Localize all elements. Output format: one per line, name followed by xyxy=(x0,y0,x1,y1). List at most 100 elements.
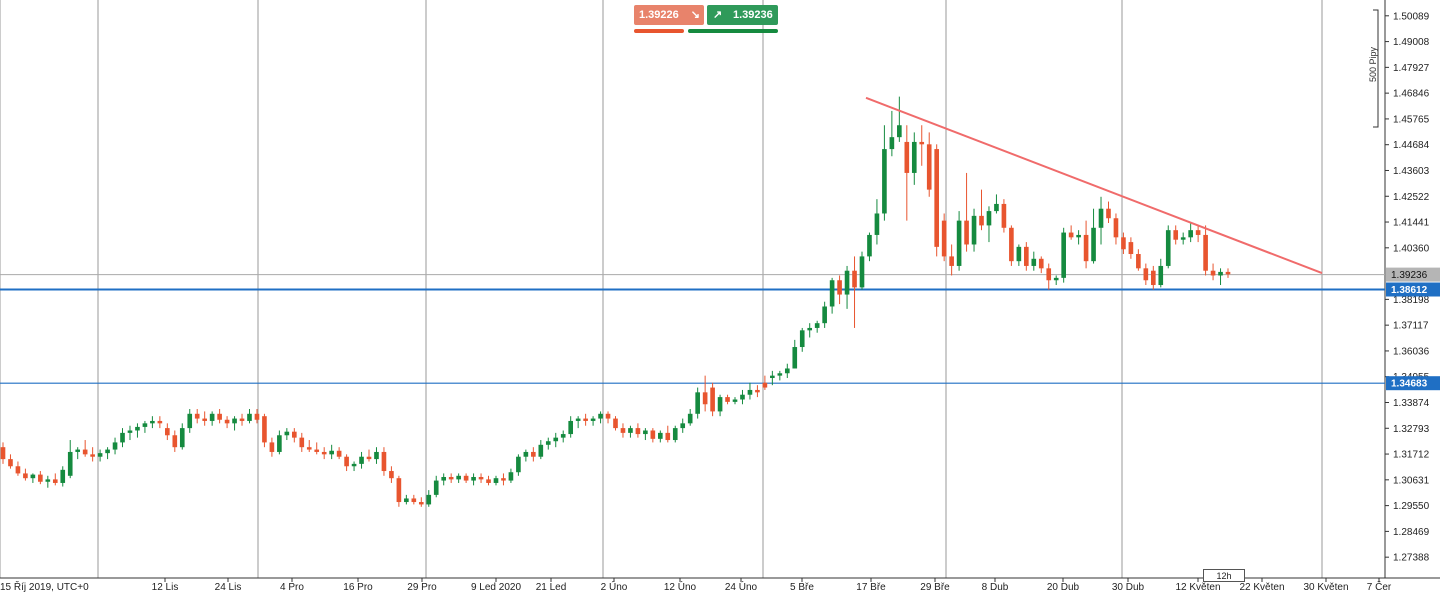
sell-volume-bar xyxy=(634,29,684,33)
candle-body xyxy=(456,475,461,480)
candle-body xyxy=(687,413,693,424)
candle-body xyxy=(605,413,611,419)
candle-body xyxy=(45,479,51,482)
candle-body xyxy=(807,327,813,331)
candle-body xyxy=(172,435,178,448)
candle-body xyxy=(777,373,783,376)
candle-body xyxy=(911,141,917,173)
candle-body xyxy=(194,413,200,419)
current-price-label: 1.39236 xyxy=(1391,270,1428,281)
timeframe-indicator[interactable]: 12h xyxy=(1203,569,1245,582)
candle-body xyxy=(1091,227,1096,262)
current-price-tag xyxy=(1386,267,1440,282)
candle-body xyxy=(635,428,641,435)
candle-body xyxy=(471,476,476,481)
candle-body xyxy=(209,413,215,421)
candle-body xyxy=(889,137,895,150)
candle-body xyxy=(964,220,969,245)
candle-body xyxy=(1106,208,1111,219)
candle-body xyxy=(1046,268,1052,281)
candle-body xyxy=(986,211,992,226)
candle-body xyxy=(919,141,925,145)
x-tick-label: 12 Úno xyxy=(664,580,697,593)
candle-body xyxy=(650,430,656,439)
x-tick-label: 20 Dub xyxy=(1047,582,1080,593)
candle-body xyxy=(90,454,95,457)
x-tick-label: 24 Lis xyxy=(215,582,242,593)
x-tick-label: 9 Led 2020 xyxy=(471,582,521,593)
trendline[interactable] xyxy=(865,96,1323,275)
candle-body xyxy=(516,456,521,473)
candle-body xyxy=(1203,234,1208,271)
candle-body xyxy=(1061,232,1066,278)
candle-body xyxy=(1121,237,1126,250)
candle-body xyxy=(1195,230,1201,235)
candle-body xyxy=(1188,230,1193,238)
candle-body xyxy=(926,144,932,190)
x-tick-label: 30 Květen xyxy=(1303,582,1348,593)
candle-body xyxy=(463,475,469,481)
candle-body xyxy=(336,450,342,457)
candle-body xyxy=(0,447,6,460)
candle-body xyxy=(852,270,857,288)
y-tick-label: 1.45765 xyxy=(1393,114,1430,125)
candle-body xyxy=(717,397,723,412)
y-tick-label: 1.41441 xyxy=(1393,218,1430,229)
candle-body xyxy=(560,434,566,438)
candle-body xyxy=(38,474,43,482)
candle-body xyxy=(1001,203,1007,228)
candle-body xyxy=(262,416,267,443)
candle-body xyxy=(179,428,185,448)
candle-body xyxy=(1038,258,1044,269)
x-tick-label: 7 Čer xyxy=(1367,580,1392,593)
candle-body xyxy=(165,428,170,436)
candle-body xyxy=(217,413,222,420)
candle-body xyxy=(374,451,379,460)
candle-body xyxy=(568,420,573,435)
candle-body xyxy=(762,382,768,388)
candle-body xyxy=(1225,271,1231,275)
scale-bracket xyxy=(1373,9,1379,128)
candle-body xyxy=(1136,254,1141,269)
candle-body xyxy=(411,498,417,503)
candle-body xyxy=(934,149,940,247)
x-tick-label: 16 Pro xyxy=(343,582,373,593)
candle-body xyxy=(277,435,282,452)
candle-body xyxy=(150,420,155,424)
y-tick-label: 1.47927 xyxy=(1393,63,1430,74)
candle-body xyxy=(321,451,327,455)
candle-body xyxy=(867,234,872,257)
candle-body xyxy=(501,478,506,481)
candle-body xyxy=(1113,218,1119,238)
candle-body xyxy=(366,456,372,460)
y-tick-label: 1.40360 xyxy=(1393,243,1430,254)
candle-body xyxy=(956,220,962,266)
candle-body xyxy=(291,431,297,438)
candle-body xyxy=(187,413,193,429)
y-tick-label: 1.27388 xyxy=(1393,553,1430,564)
candle-body xyxy=(284,431,290,436)
candle-body xyxy=(493,478,499,483)
candle-body xyxy=(344,456,349,467)
buy-price-button[interactable]: ↗ 1.39236 xyxy=(707,5,778,25)
candle-body xyxy=(120,432,125,443)
candle-body xyxy=(60,469,66,483)
candle-body xyxy=(590,418,596,421)
arrow-down-right-icon: ↘ xyxy=(690,9,700,21)
candle-body xyxy=(814,323,820,328)
candle-body xyxy=(1173,230,1179,240)
candle-body xyxy=(747,389,753,395)
candle-body xyxy=(643,430,648,435)
candle-body xyxy=(658,432,663,439)
candle-body xyxy=(613,418,618,429)
candle-body xyxy=(897,125,902,138)
candle-body xyxy=(448,476,454,480)
x-tick-label: 2 Úno xyxy=(601,580,628,593)
candle-body xyxy=(844,270,850,295)
sell-price-button[interactable]: 1.39226 ↘ xyxy=(634,5,704,25)
y-tick-label: 1.46846 xyxy=(1393,89,1430,100)
candle-body xyxy=(1076,234,1081,238)
candle-body xyxy=(508,472,514,481)
candle-body xyxy=(822,306,827,324)
